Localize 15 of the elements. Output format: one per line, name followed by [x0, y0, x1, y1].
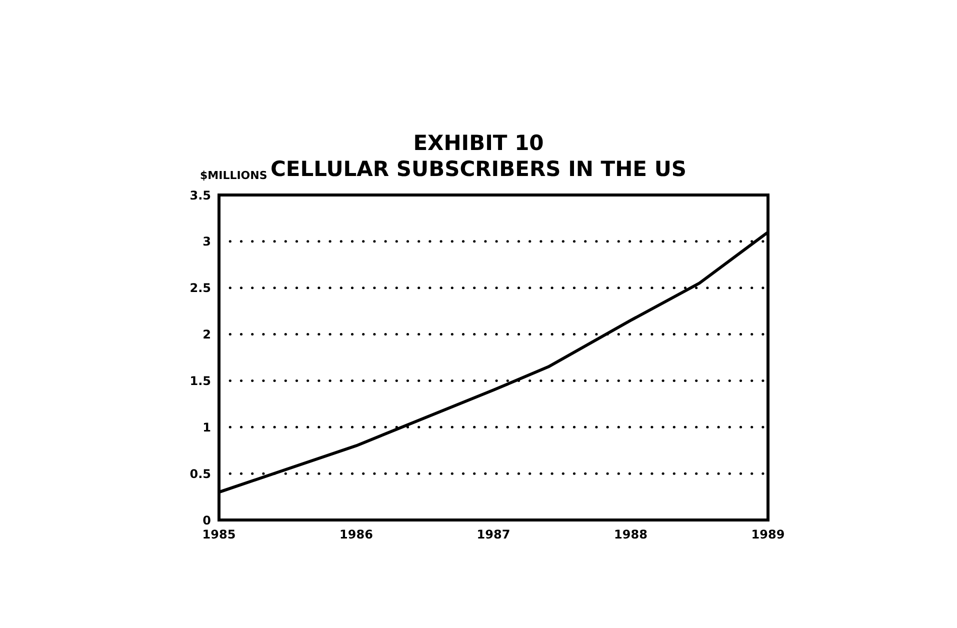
y-tick-label: 3.5 — [190, 188, 211, 202]
y-tick-label: 3 — [202, 234, 211, 249]
y-tick-label: 2 — [202, 328, 211, 342]
x-tick-label: 1986 — [340, 528, 373, 542]
x-tick-label: 1989 — [751, 528, 785, 542]
x-tick-label: 1987 — [476, 528, 510, 542]
y-axis-title: $MILLIONS — [200, 169, 268, 182]
x-tick-label: 1988 — [614, 528, 648, 542]
y-tick-label: 0.5 — [190, 466, 211, 481]
x-tick-label: 1985 — [202, 528, 236, 542]
y-tick-label: 0 — [202, 513, 211, 528]
chart-title: EXHIBIT 10 CELLULAR SUBSCRIBERS IN THE US — [270, 131, 687, 181]
y-tick-label: 1.5 — [190, 374, 211, 388]
y-tick-label: 1 — [202, 420, 211, 434]
y-tick-label: 2.5 — [190, 281, 211, 296]
